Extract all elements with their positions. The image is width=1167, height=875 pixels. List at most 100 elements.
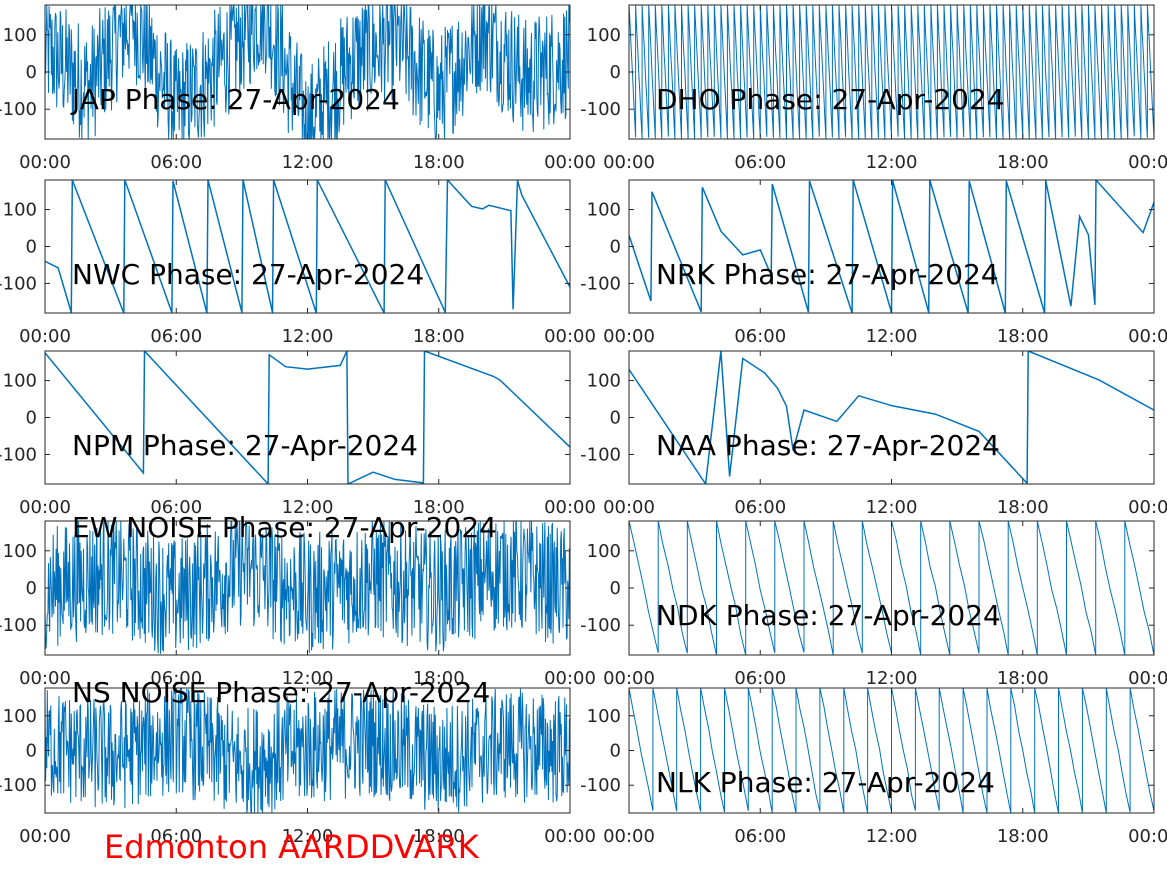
phase-series-line	[45, 351, 570, 484]
x-tick-label: 12:00	[282, 497, 334, 518]
y-tick-label: 100	[3, 706, 37, 727]
x-tick-label: 18:00	[997, 668, 1049, 689]
y-tick-label: 100	[3, 371, 37, 392]
panel-title: NLK Phase: 27-Apr-2024	[656, 766, 995, 799]
x-tick-label: 18:00	[413, 668, 465, 689]
phase-panel-4: 100 0 -100 00:00 06:00 12:00 18:00 00:00 NRK Pha…	[580, 179, 1167, 347]
phase-panel-7: 100 0 -100 00:00 06:00 12:00 18:00 00:00 EW NOIS…	[0, 511, 596, 689]
phase-panel-2: 100 0 -100 00:00 06:00 12:00 18:00 00:00 DHO Pha…	[580, 4, 1167, 173]
panel-title: JAP Phase: 27-Apr-2024	[70, 83, 400, 116]
x-tick-label: 00:00	[544, 152, 596, 173]
x-tick-label: 00:00	[603, 152, 655, 173]
plot-area	[629, 351, 1154, 484]
x-tick-label: 18:00	[413, 152, 465, 173]
y-tick-label: -100	[0, 99, 37, 120]
phase-series-line	[629, 688, 1154, 813]
x-tick-label: 00:00	[544, 668, 596, 689]
x-tick-label: 00:00	[603, 826, 655, 847]
y-tick-label: 100	[587, 541, 621, 562]
phase-panel-5: 100 0 -100 00:00 06:00 12:00 18:00 00:00 NPM Pha…	[0, 350, 596, 518]
x-tick-label: 00:00	[19, 826, 71, 847]
y-tick-label: -100	[0, 615, 37, 636]
y-tick-label: 100	[3, 200, 37, 221]
x-tick-label: 06:00	[734, 826, 786, 847]
y-tick-label: -100	[580, 99, 621, 120]
y-tick-label: -100	[0, 444, 37, 465]
x-tick-label: 00:00	[19, 668, 71, 689]
x-tick-label: 12:00	[282, 152, 334, 173]
x-tick-label: 06:00	[150, 668, 202, 689]
x-tick-label: 06:00	[734, 152, 786, 173]
x-tick-label: 06:00	[734, 497, 786, 518]
x-tick-label: 06:00	[150, 826, 202, 847]
x-tick-label: 06:00	[150, 326, 202, 347]
x-tick-label: 18:00	[997, 497, 1049, 518]
x-tick-label: 06:00	[150, 152, 202, 173]
x-tick-label: 00:00	[19, 152, 71, 173]
x-tick-label: 00:00	[603, 326, 655, 347]
phase-series-line	[629, 351, 1154, 484]
y-tick-label: -100	[580, 273, 621, 294]
y-tick-label: 100	[587, 371, 621, 392]
x-tick-label: 12:00	[866, 497, 918, 518]
y-tick-label: 0	[610, 237, 621, 258]
x-tick-label: 12:00	[866, 152, 918, 173]
phase-panel-9: 100 0 -100 00:00 06:00 12:00 18:00 00:00 NS NOIS…	[0, 676, 596, 847]
y-tick-label: 100	[3, 541, 37, 562]
phase-series-line	[45, 521, 570, 654]
phase-series-line	[45, 5, 570, 139]
y-tick-label: 0	[610, 408, 621, 429]
panel-title: NDK Phase: 27-Apr-2024	[656, 599, 1001, 632]
x-tick-label: 00:00	[603, 497, 655, 518]
y-tick-label: -100	[0, 273, 37, 294]
panel-title: NRK Phase: 27-Apr-2024	[656, 258, 999, 291]
x-tick-label: 00:00	[19, 497, 71, 518]
x-tick-label: 18:00	[997, 152, 1049, 173]
y-tick-label: 0	[26, 741, 37, 762]
x-tick-label: 00:00	[1128, 326, 1167, 347]
y-tick-label: 0	[26, 237, 37, 258]
phase-series-line	[45, 688, 570, 813]
x-tick-label: 00:00	[19, 326, 71, 347]
phase-series-line	[45, 180, 570, 313]
panel-title: NS NOISE Phase: 27-Apr-2024	[72, 676, 490, 709]
y-tick-label: 0	[26, 578, 37, 599]
x-tick-label: 12:00	[282, 326, 334, 347]
x-tick-label: 00:00	[1128, 152, 1167, 173]
x-tick-label: 18:00	[413, 326, 465, 347]
x-tick-label: 06:00	[734, 668, 786, 689]
y-tick-label: -100	[580, 444, 621, 465]
panel-title: EW NOISE Phase: 27-Apr-2024	[72, 511, 497, 544]
phase-panel-10: 100 0 -100 00:00 06:00 12:00 18:00 00:00 NLK Pha…	[580, 687, 1167, 847]
x-tick-label: 12:00	[282, 826, 334, 847]
x-tick-label: 00:00	[1128, 668, 1167, 689]
footer-station-label: Edmonton AARDDVARK	[104, 828, 479, 866]
y-tick-label: 0	[610, 62, 621, 83]
y-tick-label: 0	[610, 741, 621, 762]
panel-title: NPM Phase: 27-Apr-2024	[72, 429, 418, 462]
x-tick-label: 12:00	[282, 668, 334, 689]
phase-panel-8: 100 0 -100 00:00 06:00 12:00 18:00 00:00 NDK Pha…	[580, 520, 1167, 689]
x-tick-label: 12:00	[866, 326, 918, 347]
y-tick-label: -100	[580, 775, 621, 796]
phase-panel-3: 100 0 -100 00:00 06:00 12:00 18:00 00:00 NWC Pha…	[0, 179, 596, 347]
x-tick-label: 00:00	[1128, 497, 1167, 518]
x-tick-label: 18:00	[997, 826, 1049, 847]
y-tick-label: 100	[3, 25, 37, 46]
phase-series-line	[629, 521, 1154, 655]
y-tick-label: 0	[26, 408, 37, 429]
y-tick-label: 100	[587, 25, 621, 46]
x-tick-label: 18:00	[997, 326, 1049, 347]
plot-area	[45, 351, 570, 484]
panel-title: NWC Phase: 27-Apr-2024	[72, 258, 424, 291]
phase-panel-6: 100 0 -100 00:00 06:00 12:00 18:00 00:00 NAA Pha…	[580, 350, 1167, 518]
y-tick-label: -100	[580, 615, 621, 636]
y-tick-label: 100	[587, 200, 621, 221]
x-tick-label: 18:00	[413, 826, 465, 847]
x-tick-label: 06:00	[734, 326, 786, 347]
y-tick-label: -100	[0, 775, 37, 796]
panel-title: NAA Phase: 27-Apr-2024	[656, 429, 1000, 462]
x-tick-label: 00:00	[544, 826, 596, 847]
x-tick-label: 00:00	[544, 326, 596, 347]
